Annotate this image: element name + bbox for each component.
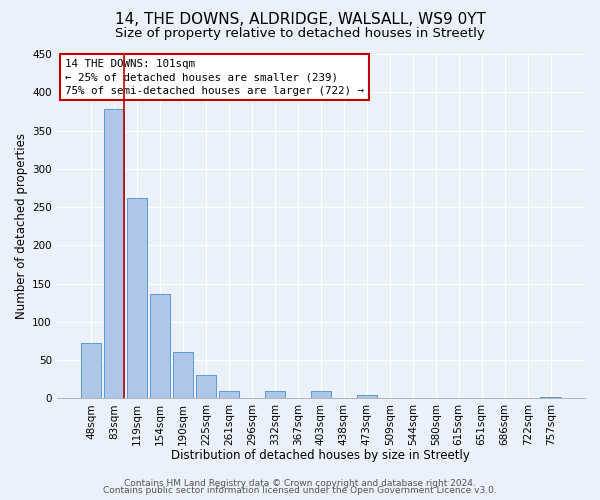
- Bar: [356, 396, 377, 398]
- Bar: [311, 390, 331, 398]
- Text: Size of property relative to detached houses in Streetly: Size of property relative to detached ho…: [115, 28, 485, 40]
- Bar: [173, 352, 193, 399]
- Bar: [541, 397, 561, 398]
- Bar: [104, 109, 124, 399]
- Text: Contains HM Land Registry data © Crown copyright and database right 2024.: Contains HM Land Registry data © Crown c…: [124, 478, 476, 488]
- Bar: [81, 344, 101, 398]
- Bar: [196, 376, 217, 398]
- X-axis label: Distribution of detached houses by size in Streetly: Distribution of detached houses by size …: [172, 450, 470, 462]
- Bar: [150, 294, 170, 399]
- Text: Contains public sector information licensed under the Open Government Licence v3: Contains public sector information licen…: [103, 486, 497, 495]
- Bar: [218, 390, 239, 398]
- Y-axis label: Number of detached properties: Number of detached properties: [15, 133, 28, 319]
- Text: 14 THE DOWNS: 101sqm
← 25% of detached houses are smaller (239)
75% of semi-deta: 14 THE DOWNS: 101sqm ← 25% of detached h…: [65, 59, 364, 96]
- Bar: [127, 198, 148, 398]
- Text: 14, THE DOWNS, ALDRIDGE, WALSALL, WS9 0YT: 14, THE DOWNS, ALDRIDGE, WALSALL, WS9 0Y…: [115, 12, 485, 28]
- Bar: [265, 390, 285, 398]
